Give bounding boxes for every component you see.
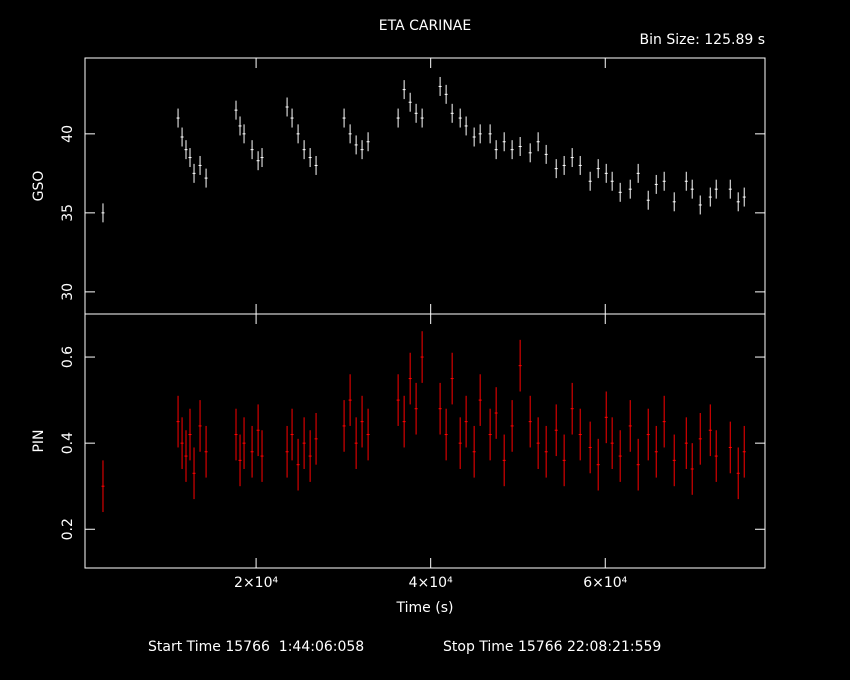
x-tick-label: 2×10⁴ [234, 575, 278, 591]
y-tick-label: 0.4 [60, 432, 76, 454]
chart-title: ETA CARINAE [379, 18, 471, 34]
panel-frame [84, 313, 766, 569]
panel-frame [84, 57, 766, 315]
x-axis-title: Time (s) [396, 600, 454, 616]
stop-time: Stop Time 15766 22:08:21:559 [443, 639, 661, 655]
data-layer [101, 331, 746, 513]
x-tick-label: 6×10⁴ [583, 575, 627, 591]
y-tick-label: 40 [60, 125, 76, 143]
y-tick-label: 35 [60, 204, 76, 222]
y-tick-label: 0.2 [60, 518, 76, 540]
start-time: Start Time 15766 1:44:06:058 [148, 639, 364, 655]
bin-size: Bin Size: 125.89 s [640, 32, 765, 48]
y-axis-title: PIN [31, 429, 47, 452]
data-layer [101, 76, 746, 223]
y-axis-title: GSO [31, 171, 47, 202]
y-tick-label: 30 [60, 283, 76, 301]
y-tick-label: 0.6 [60, 346, 76, 368]
x-tick-label: 4×10⁴ [409, 575, 453, 591]
